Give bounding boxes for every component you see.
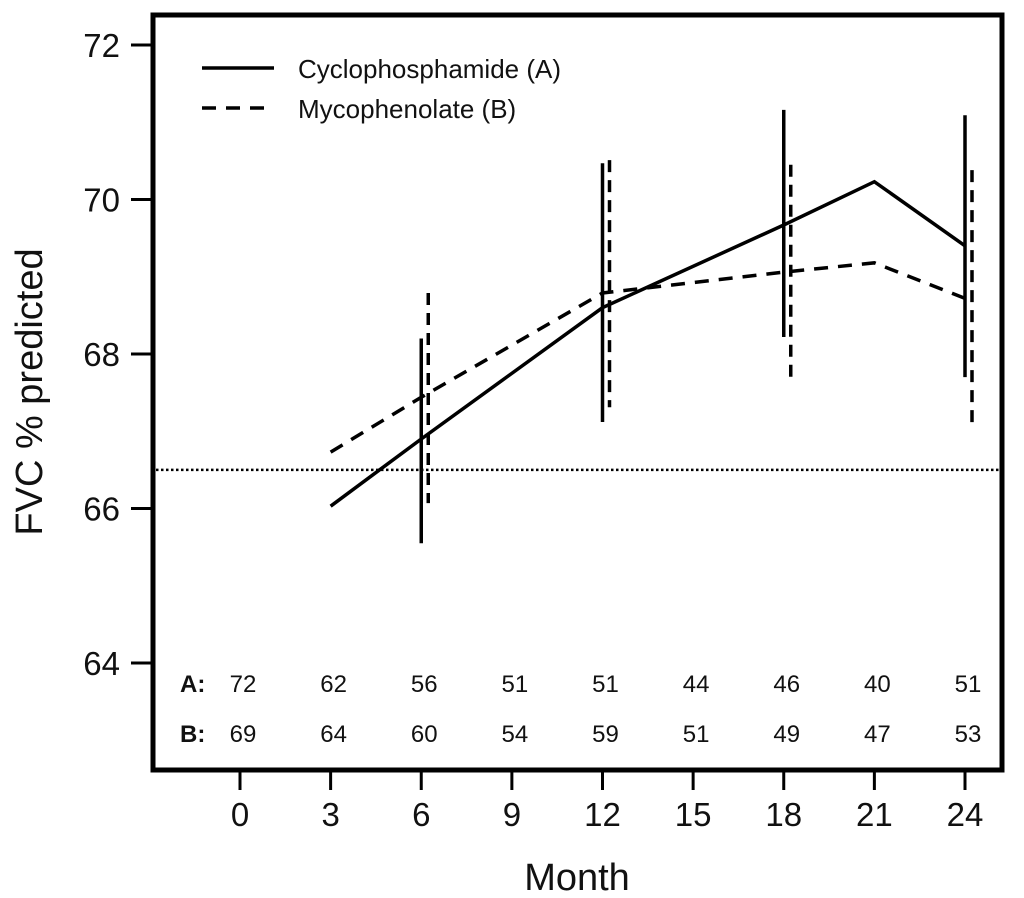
y-tick-label: 66 — [83, 491, 120, 528]
at-risk-row-label: A: — [180, 671, 205, 698]
at-risk-count: 44 — [683, 671, 710, 698]
legend-label-mycophenolate: Mycophenolate (B) — [298, 94, 516, 124]
at-risk-count: 56 — [411, 671, 438, 698]
at-risk-row-label: B: — [180, 721, 205, 748]
y-axis: 64 66 68 70 72 — [83, 27, 153, 682]
at-risk-count: 72 — [230, 671, 257, 698]
x-tick-label: 15 — [675, 796, 712, 833]
x-tick-label: 24 — [947, 796, 984, 833]
y-tick-label: 64 — [83, 645, 120, 682]
series-line-cyclophosphamide — [329, 179, 967, 508]
x-tick-label: 6 — [412, 796, 430, 833]
y-tick-label: 68 — [83, 336, 120, 373]
at-risk-table: A: 72 62 56 51 51 44 46 40 51 B: 69 64 60 54 59 51 49 47 53 — [180, 671, 981, 748]
y-axis-title: FVC % predicted — [9, 248, 51, 535]
at-risk-count: 51 — [955, 671, 982, 698]
x-tick-label: 9 — [503, 796, 521, 833]
at-risk-count: 49 — [773, 721, 800, 748]
at-risk-count: 60 — [411, 721, 438, 748]
y-tick-label: 70 — [83, 182, 120, 219]
at-risk-count: 64 — [320, 721, 347, 748]
x-tick-label: 3 — [321, 796, 339, 833]
x-tick-label: 18 — [765, 796, 802, 833]
series-line-mycophenolate — [329, 261, 966, 454]
y-tick-label: 72 — [83, 27, 120, 64]
at-risk-count: 62 — [320, 671, 347, 698]
at-risk-count: 53 — [955, 721, 982, 748]
plot-frame — [150, 12, 1005, 773]
at-risk-count: 40 — [864, 671, 891, 698]
at-risk-count: 51 — [683, 721, 710, 748]
chart-marks — [156, 109, 999, 544]
at-risk-count: 54 — [502, 721, 529, 748]
legend-label-cyclophosphamide: Cyclophosphamide (A) — [298, 54, 561, 84]
x-tick-label: 12 — [584, 796, 621, 833]
x-tick-label: 0 — [231, 796, 249, 833]
at-risk-count: 46 — [773, 671, 800, 698]
at-risk-count: 47 — [864, 721, 891, 748]
x-axis-title: Month — [524, 857, 630, 898]
x-tick-label: 21 — [856, 796, 893, 833]
at-risk-count: 51 — [592, 671, 619, 698]
at-risk-count: 59 — [592, 721, 619, 748]
at-risk-count: 51 — [502, 671, 529, 698]
at-risk-count: 69 — [230, 721, 257, 748]
legend: Cyclophosphamide (A) Mycophenolate (B) — [202, 54, 561, 124]
x-axis: 0 3 6 9 12 15 18 21 24 — [231, 770, 984, 833]
